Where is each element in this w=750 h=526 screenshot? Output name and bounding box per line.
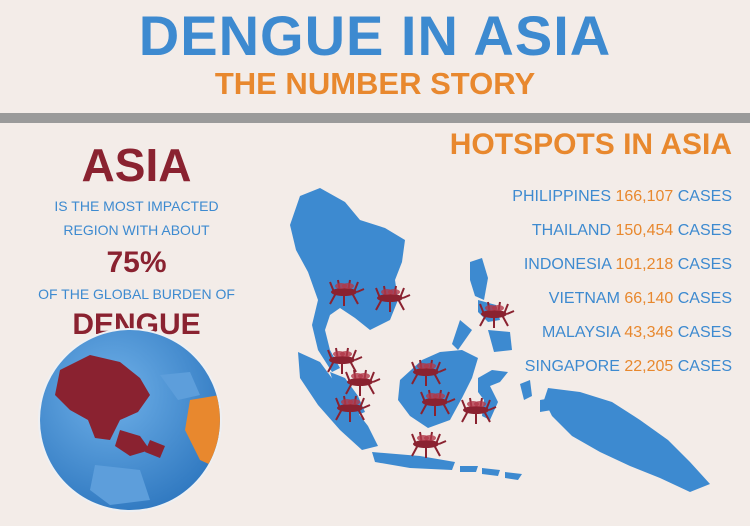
hotspot-cases: 150,454 bbox=[615, 222, 674, 239]
page-title: DENGUE IN ASIA bbox=[138, 4, 612, 67]
hotspot-row-indonesia: INDONESIA 101,218 CASES bbox=[512, 248, 732, 282]
impact-percent: 75% bbox=[106, 246, 167, 279]
hotspot-country: INDONESIA bbox=[523, 256, 611, 273]
hotspot-row-philippines: PHILIPPINES 166,107 CASES bbox=[512, 180, 732, 214]
hotspots-title: HOTSPOTS IN ASIA bbox=[449, 128, 732, 161]
hotspot-row-singapore: SINGAPORE 22,205 CASES bbox=[512, 350, 732, 384]
impact-text-3: OF THE GLOBAL BURDEN OF bbox=[38, 286, 235, 302]
impact-text-2: REGION WITH ABOUT bbox=[63, 222, 210, 238]
hotspot-unit: CASES bbox=[677, 324, 732, 341]
hotspot-cases: 101,218 bbox=[615, 256, 674, 273]
hotspot-country: VIETNAM bbox=[548, 290, 620, 307]
hotspot-unit: CASES bbox=[677, 290, 732, 307]
region-label: ASIA bbox=[81, 139, 192, 191]
impact-text-1: IS THE MOST IMPACTED bbox=[54, 198, 219, 214]
hotspot-unit: CASES bbox=[677, 256, 732, 273]
hotspot-unit: CASES bbox=[677, 358, 732, 375]
hotspot-cases: 166,107 bbox=[615, 188, 674, 205]
page-subtitle: THE NUMBER STORY bbox=[214, 66, 536, 101]
hotspot-cases: 43,346 bbox=[624, 324, 674, 341]
hotspot-unit: CASES bbox=[677, 188, 732, 205]
globe-icon bbox=[38, 328, 222, 512]
hotspot-country: MALAYSIA bbox=[541, 324, 620, 341]
hotspot-country: THAILAND bbox=[531, 222, 611, 239]
hotspot-country: SINGAPORE bbox=[524, 358, 620, 375]
divider bbox=[0, 113, 750, 123]
hotspot-unit: CASES bbox=[677, 222, 732, 239]
hotspots-list: PHILIPPINES 166,107 CASES THAILAND 150,4… bbox=[512, 180, 732, 384]
hotspot-country: PHILIPPINES bbox=[512, 188, 611, 205]
hotspot-row-vietnam: VIETNAM 66,140 CASES bbox=[512, 282, 732, 316]
hotspot-cases: 22,205 bbox=[624, 358, 674, 375]
hotspot-cases: 66,140 bbox=[624, 290, 674, 307]
hotspot-row-malaysia: MALAYSIA 43,346 CASES bbox=[512, 316, 732, 350]
hotspot-row-thailand: THAILAND 150,454 CASES bbox=[512, 214, 732, 248]
